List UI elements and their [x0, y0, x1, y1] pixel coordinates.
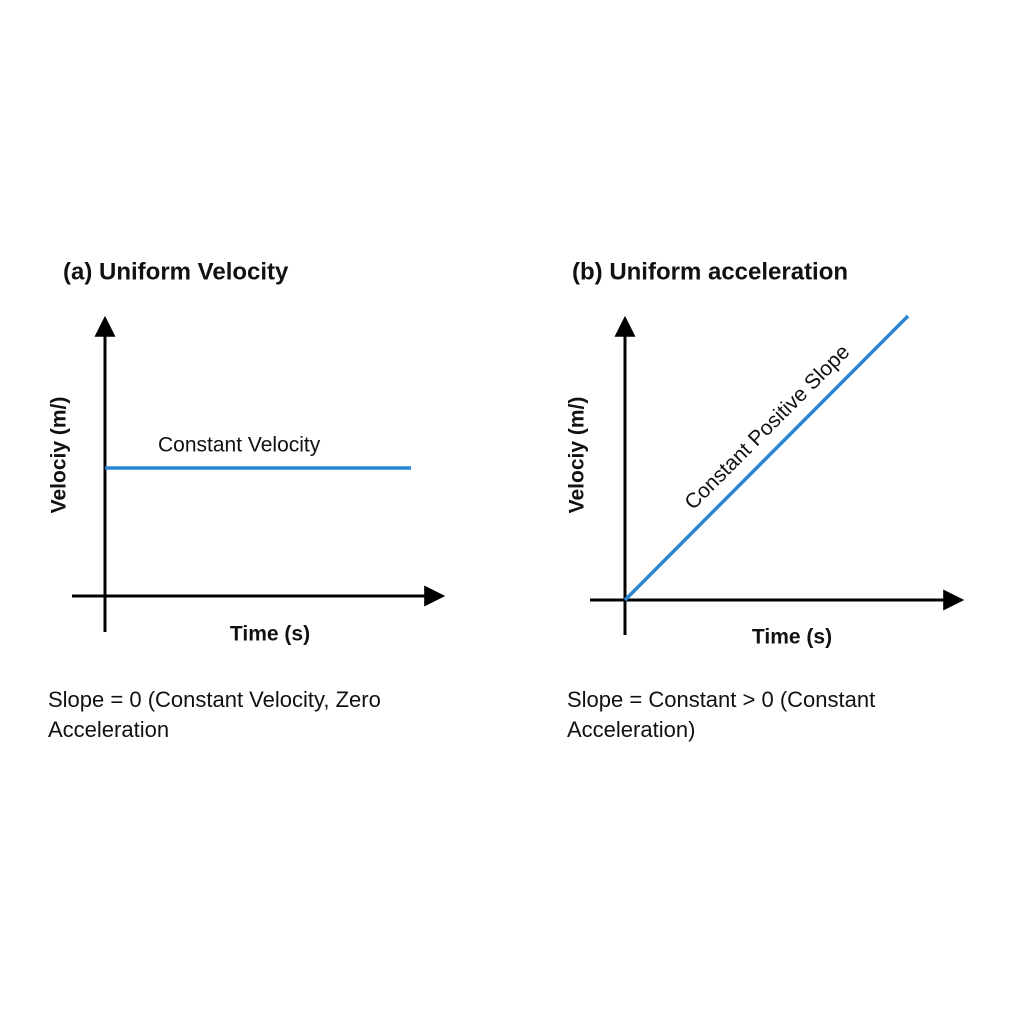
caption-line: Slope = 0 (Constant Velocity, Zero — [48, 687, 381, 712]
panel-title: (b) Uniform acceleration — [572, 258, 848, 285]
caption-line: Acceleration — [48, 717, 169, 742]
velocity-line — [623, 314, 910, 602]
x-axis-label: Time (s) — [752, 626, 832, 649]
line-label: Constant Velocity — [158, 434, 321, 457]
y-axis-label: Velociy (m/) — [48, 397, 71, 514]
panel-title: (a) Uniform Velocity — [63, 258, 289, 285]
panel-a: (a) Uniform Velocity Constant Velocity V… — [48, 258, 446, 742]
caption-line: Slope = Constant > 0 (Constant — [567, 687, 875, 712]
y-axis-label: Velociy (m/) — [566, 397, 589, 514]
caption-line: Acceleration) — [567, 717, 695, 742]
x-axis-label: Time (s) — [230, 623, 310, 646]
